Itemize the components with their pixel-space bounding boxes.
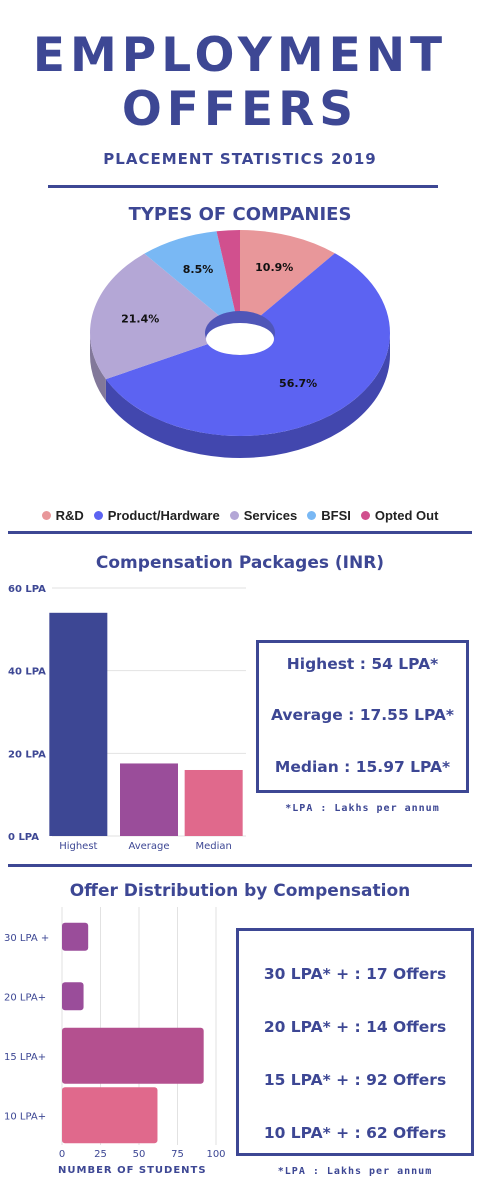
legend-item-rnd: R&D — [41, 508, 84, 523]
dist-bar-3 — [62, 1087, 158, 1144]
pie-label-3: 8.5% — [183, 263, 214, 276]
section-divider-2 — [8, 864, 472, 867]
pie-slice-0 — [240, 230, 335, 333]
section-divider-1 — [8, 531, 472, 534]
distribution-note: *LPA : Lakhs per annum — [277, 1166, 433, 1177]
page-title-line2: OFFERS — [121, 82, 359, 137]
legend-label: Product/Hardware — [107, 508, 220, 523]
dist-xtick-label: 25 — [94, 1149, 107, 1160]
pie-label-0: 10.9% — [255, 261, 293, 274]
pie-slice-2 — [90, 253, 241, 380]
comp-ytick-label: 40 LPA — [8, 667, 46, 678]
pie-slice-4 — [216, 230, 240, 333]
summary-10lpa: 10 LPA* + : 62 Offers — [263, 1124, 447, 1142]
legend-dot-icon — [360, 511, 370, 520]
companies-legend: R&D Product/Hardware Services BFSI Opted… — [0, 508, 480, 523]
legend-dot-icon — [307, 511, 317, 520]
companies-pie-chart: 10.9% 56.7% 21.4% 8.5% — [90, 230, 390, 459]
legend-label: BFSI — [321, 508, 351, 523]
dist-bar-1 — [62, 982, 84, 1011]
pie-label-2: 21.4% — [121, 313, 159, 326]
dist-xtick-label: 0 — [59, 1149, 65, 1160]
pie-hole — [206, 323, 274, 355]
header-divider — [48, 185, 438, 188]
dist-ytick-label: 10 LPA+ — [4, 1111, 46, 1122]
page-subtitle: PLACEMENT STATISTICS 2019 — [103, 150, 377, 168]
legend-label: Services — [243, 508, 298, 523]
legend-label: Opted Out — [374, 508, 439, 523]
comp-bar-highest — [49, 612, 108, 836]
summary-20lpa: 20 LPA* + : 14 Offers — [263, 1018, 447, 1036]
dist-ytick-label: 20 LPA+ — [4, 992, 46, 1003]
dist-xtick-label: 50 — [133, 1149, 146, 1160]
comp-ytick-label: 0 LPA — [8, 832, 39, 843]
page-title-line1: EMPLOYMENT — [32, 28, 448, 83]
summary-highest: Highest : 54 LPA* — [286, 655, 439, 673]
comp-xtick-label: Average — [128, 841, 169, 852]
compensation-summary-box: Highest : 54 LPA* Average : 17.55 LPA* M… — [256, 640, 469, 793]
distribution-title: Offer Distribution by Compensation — [69, 881, 411, 901]
comp-xtick-label: Highest — [59, 841, 97, 852]
legend-item-bfsi: BFSI — [307, 508, 351, 523]
dist-xtick-label: 75 — [171, 1149, 184, 1160]
legend-dot-icon — [41, 511, 51, 520]
comp-ytick-label: 20 LPA — [8, 749, 46, 760]
legend-dot-icon — [229, 511, 239, 520]
legend-label: R&D — [55, 508, 84, 523]
dist-ytick-label: 30 LPA + — [4, 933, 49, 944]
comp-bar-average — [120, 763, 178, 836]
compensation-title: Compensation Packages (INR) — [95, 553, 385, 573]
comp-xtick-label: Median — [195, 841, 231, 852]
summary-15lpa: 15 LPA* + : 92 Offers — [263, 1071, 447, 1089]
comp-bar-median — [184, 769, 243, 836]
pie-slice-side-2 — [90, 333, 106, 402]
legend-item-services: Services — [229, 508, 298, 523]
comp-ytick-label: 60 LPA — [8, 584, 46, 595]
distribution-summary-box: 30 LPA* + : 17 Offers 20 LPA* + : 14 Off… — [236, 928, 474, 1156]
compensation-note: *LPA : Lakhs per annum — [285, 803, 440, 814]
compensation-bar-chart: 0 LPA 20 LPA 40 LPA 60 LPA Highest Average Med… — [8, 584, 246, 852]
legend-item-product: Product/Hardware — [93, 508, 220, 523]
dist-ytick-label: 15 LPA+ — [4, 1052, 46, 1063]
summary-average: Average : 17.55 LPA* — [270, 706, 455, 724]
legend-dot-icon — [93, 511, 103, 520]
distribution-bar-chart: 0 25 50 75 100 30 LPA + 20 LPA+ 15 LPA+ 10 LPA+ N… — [4, 907, 226, 1176]
dist-xaxis-label: NUMBER OF STUDENTS — [58, 1165, 207, 1176]
dist-bar-2 — [62, 1027, 204, 1084]
pie-slice-3 — [144, 231, 240, 333]
summary-30lpa: 30 LPA* + : 17 Offers — [263, 965, 447, 983]
dist-xtick-label: 100 — [206, 1149, 225, 1160]
summary-median: Median : 15.97 LPA* — [274, 758, 451, 776]
pie-label-1: 56.7% — [279, 377, 317, 390]
companies-title: TYPES OF COMPANIES — [128, 204, 352, 225]
pie-slice-side-1 — [105, 333, 390, 459]
legend-item-opted-out: Opted Out — [360, 508, 439, 523]
dist-bar-0 — [62, 922, 89, 951]
